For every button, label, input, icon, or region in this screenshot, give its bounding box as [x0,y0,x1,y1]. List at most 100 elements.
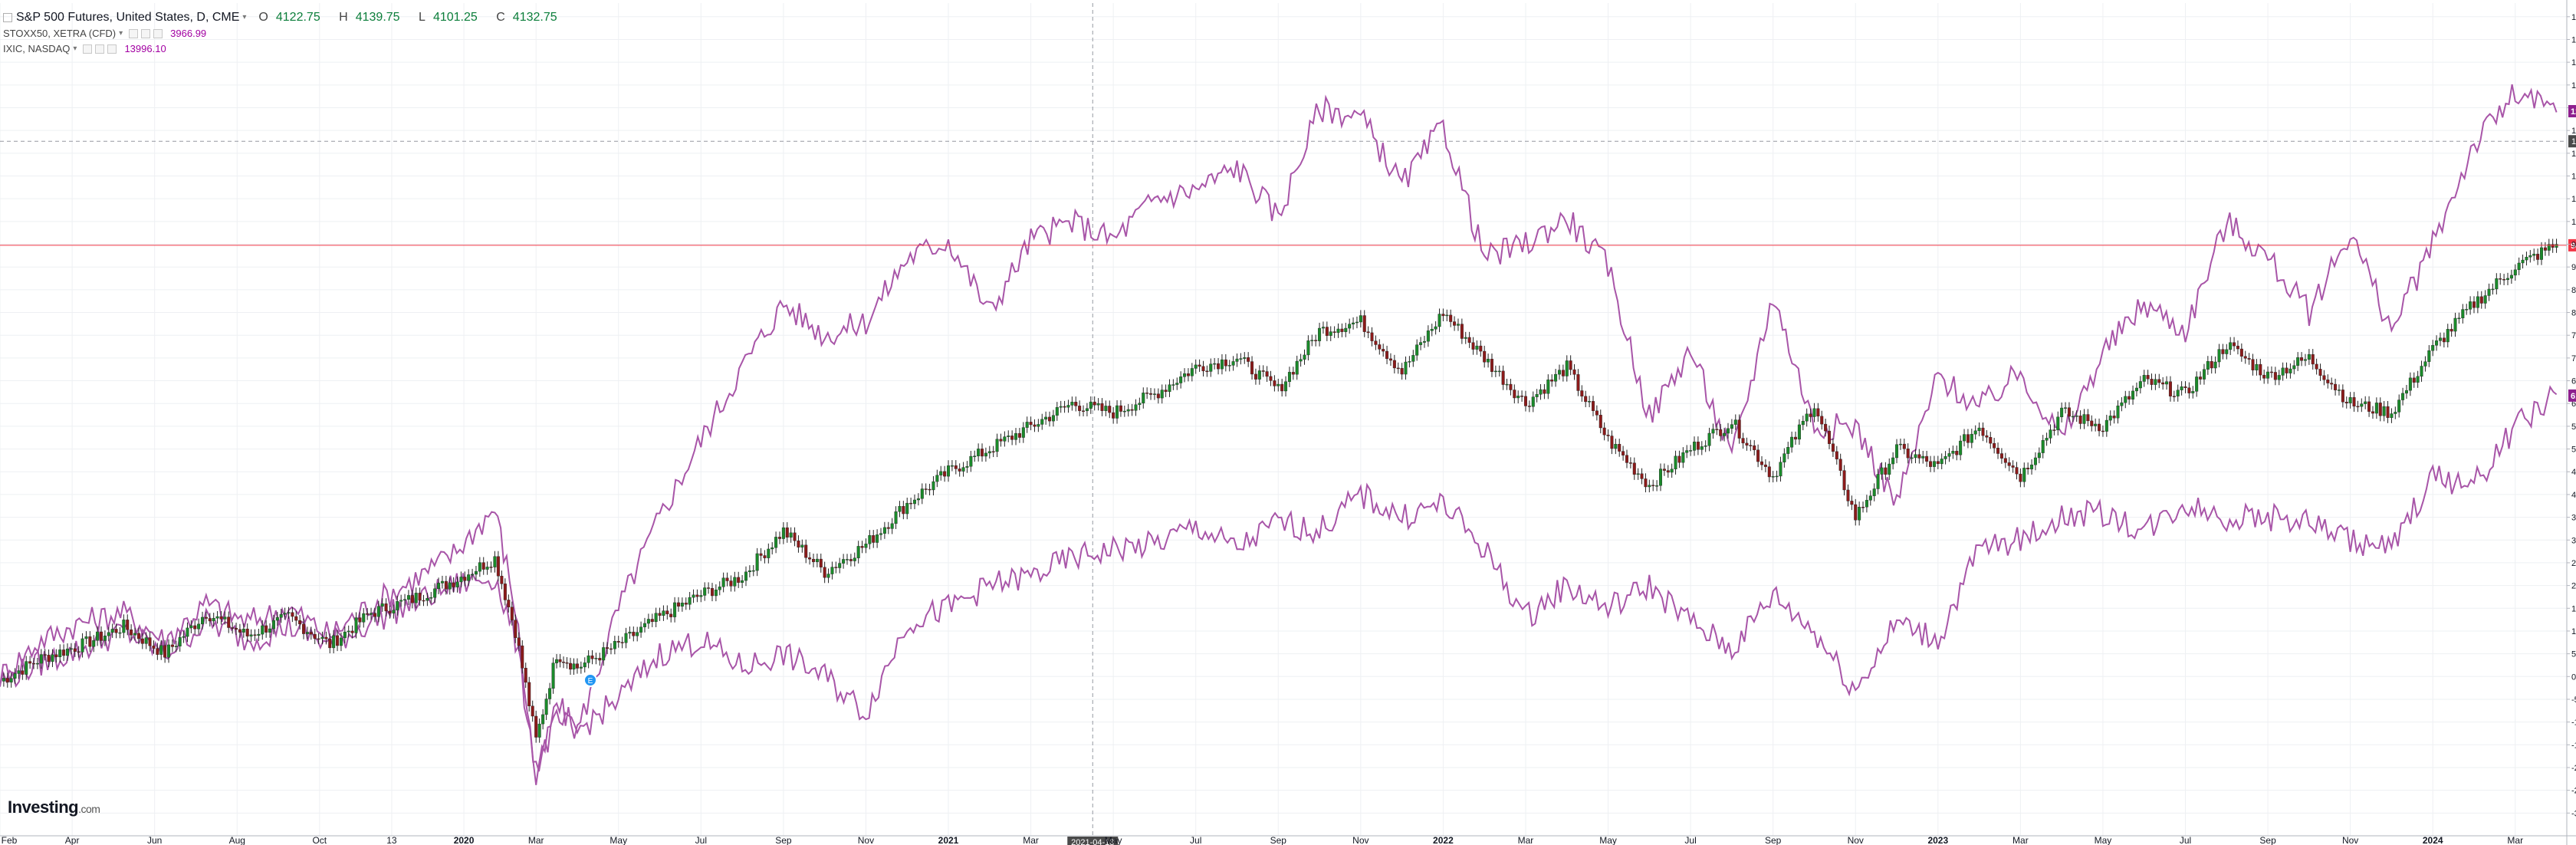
candle-body [1250,361,1254,375]
candle-body [2019,473,2022,482]
candle-body [17,670,21,674]
candle-body [920,488,924,499]
legend-compare2-row[interactable]: IXIC, NASDAQ ▾ 13996.10 [3,41,573,57]
candle-body [1254,373,1257,380]
x-tick-label: Nov [2342,835,2358,845]
candle-body [1884,467,1888,475]
candle-body [1779,462,1783,477]
x-tick-label: Mar [2507,835,2523,845]
candle-body [347,630,350,633]
legend-compare1-row[interactable]: STOXX50, XETRA (CFD) ▾ 3966.99 [3,26,573,41]
candle-body [302,623,306,634]
candle-body [1745,442,1749,446]
candle-body [1842,470,1846,491]
y-tick-label: -15.00% [2571,741,2576,750]
candle-body [1175,383,1179,385]
candle-body [1929,461,1933,467]
candle-body [2225,349,2229,354]
candle-body [2195,376,2199,392]
event-marker-icon[interactable]: E [583,673,597,687]
compare1-value: 3966.99 [170,28,207,39]
candle-body [2098,423,2101,432]
candle-body [602,647,606,661]
candle-body [448,582,452,590]
candle-body [219,616,223,620]
candle-body [1374,340,1378,345]
candle-body [524,668,527,683]
candle-body [1951,450,1955,454]
visibility-toggle-icon[interactable] [83,44,93,54]
candle-body [2128,396,2131,399]
candle-body [1580,390,1584,397]
candle-body [1614,444,1618,449]
x-tick-label: 2020 [454,835,475,845]
remove-icon[interactable] [107,44,117,54]
candle-body [103,636,107,641]
candle-body [2532,254,2536,256]
candle-body [606,647,610,649]
candle-body [517,637,521,646]
candle-body [1464,337,1467,339]
candle-body [1753,445,1756,451]
close-label: C [496,11,505,24]
candle-body [1355,321,1359,324]
candle-body [1003,436,1007,442]
candle-body [1122,410,1126,413]
legend-main-row[interactable]: S&P 500 Futures, United States, D, CME ▾… [3,9,573,26]
candle-body [2134,387,2138,392]
candle-body [673,602,677,617]
candle-body [2206,361,2210,370]
candle-body [1977,427,1981,432]
settings-icon[interactable] [141,29,151,38]
candle-body [235,627,238,630]
candle-body [2457,317,2461,320]
candle-body [1516,396,1520,399]
candle-body [2090,420,2094,426]
chevron-down-icon[interactable]: ▾ [242,13,247,21]
candle-body [1179,376,1183,383]
collapse-toggle-icon[interactable] [3,13,12,22]
candle-body [1565,360,1569,376]
settings-icon[interactable] [95,44,105,54]
candle-body [2311,353,2315,365]
compare1-symbol-label[interactable]: STOXX50, XETRA (CFD) [3,28,117,39]
candle-body [1078,406,1082,411]
candle-body [362,613,366,623]
chevron-down-icon[interactable]: ▾ [119,29,123,38]
candle-body [126,620,130,630]
candle-body [1310,340,1314,341]
candle-body [695,594,699,597]
candle-body [853,557,856,561]
candle-body [2307,353,2311,360]
candle-body [1947,453,1951,457]
candle-body [114,629,118,633]
candle-body [2371,411,2374,414]
x-tick-label: Sep [1765,835,1782,845]
remove-icon[interactable] [153,29,163,38]
candle-body [380,603,384,607]
candle-body [537,723,541,738]
candle-body [1550,380,1554,382]
candle-body [981,449,984,457]
candle-body [84,636,88,640]
candle-body [777,537,781,539]
candle-body [1707,432,1711,446]
main-symbol-label[interactable]: S&P 500 Futures, United States, D, CME [16,11,240,24]
candle-body [268,628,272,633]
candle-body [481,562,485,570]
candle-body [2243,356,2247,359]
candle-body [1715,429,1719,430]
candle-body [969,455,973,467]
candle-body [590,655,594,659]
candle-body [624,633,628,643]
candle-body [1801,420,1805,426]
visibility-toggle-icon[interactable] [129,29,139,38]
candle-body [51,654,54,663]
x-tick-label: 2021 [938,835,959,845]
candle-body [1932,461,1936,467]
chevron-down-icon[interactable]: ▾ [73,44,77,53]
candle-body [688,597,692,605]
candle-body [2521,259,2525,264]
compare2-symbol-label[interactable]: IXIC, NASDAQ [3,43,71,54]
